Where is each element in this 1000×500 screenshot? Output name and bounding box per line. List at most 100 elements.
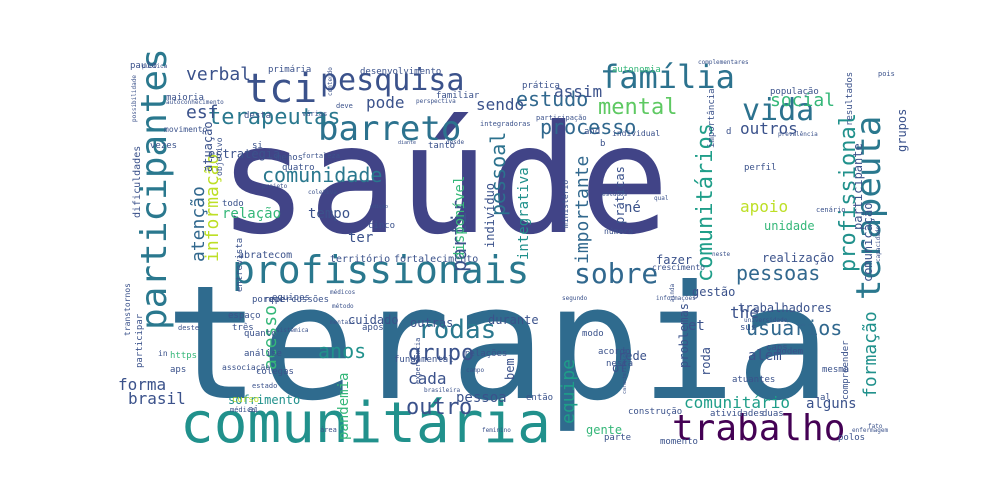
word-190: estudos [602, 191, 628, 198]
word-33: pessoal [486, 132, 510, 216]
word-107: acordo [598, 347, 631, 357]
word-160: brasileira [424, 387, 461, 394]
word-140: al [820, 393, 831, 403]
word-25: partir [447, 200, 471, 272]
word-10: família [600, 58, 735, 96]
word-100: porque [252, 295, 285, 305]
word-137: tanto [428, 141, 455, 151]
word-64: estratégia [208, 147, 280, 161]
word-86: população [770, 87, 819, 97]
word-191: conteúdo [327, 67, 334, 96]
word-141: sus [740, 323, 756, 333]
word-72: comunicação [861, 203, 875, 282]
word-166: perspectiva [416, 98, 456, 105]
word-178: desde [446, 139, 464, 146]
word-22: processo [540, 115, 636, 139]
word-32: importante [572, 156, 593, 264]
word-66: unidade [764, 219, 815, 233]
word-150: universidade [744, 317, 788, 324]
word-75: of [612, 361, 626, 375]
word-63: rede [618, 349, 647, 363]
word-146: in [158, 349, 168, 358]
word-5: participantes [134, 48, 175, 330]
word-54: the [730, 303, 759, 322]
word-172: and [584, 127, 600, 137]
word-57: alguns [806, 396, 857, 412]
word-116: análise [244, 349, 282, 359]
word-92: desta [244, 111, 271, 121]
word-113: compreender [841, 340, 851, 400]
word-6: terapeuta [849, 116, 889, 300]
word-153: enfermagem [852, 427, 889, 434]
word-168: deve [336, 102, 353, 110]
word-110: podem [776, 347, 803, 357]
word-59: cuidado [348, 313, 399, 327]
word-188: capacidade [875, 225, 882, 262]
word-39: sendo [476, 95, 524, 114]
word-87: prática [522, 81, 560, 91]
word-55: pessoa [456, 390, 507, 406]
word-8: pesquisa [320, 63, 465, 98]
word-71: fazer [656, 253, 692, 267]
word-73: grupos [895, 109, 909, 152]
word-136: individual [612, 129, 660, 138]
word-15: comunitários [693, 123, 718, 282]
word-49: integrativa [516, 167, 532, 260]
word-169: pois [878, 70, 895, 78]
word-50: disponível [452, 176, 468, 260]
word-177: diante [398, 140, 416, 146]
word-9: tci [245, 66, 317, 112]
word-98: cinco [368, 221, 395, 231]
word-102: espaço [228, 311, 261, 321]
word-77: bem [503, 358, 517, 380]
word-186: mentais [330, 319, 356, 326]
word-44: comunitário [684, 393, 790, 412]
word-61: durante [488, 313, 539, 327]
word-19: estudo [516, 87, 588, 111]
word-43: cada [408, 369, 447, 388]
word-80: território [330, 253, 390, 265]
word-28: acesso [260, 305, 281, 370]
word-97: todo [222, 199, 244, 209]
word-84: desenvolvimento [360, 67, 441, 77]
word-42: brasil [128, 389, 186, 408]
word-16: terapeutas [208, 105, 340, 130]
word-149: informações [656, 295, 696, 302]
word-182: médicos [330, 289, 356, 296]
word-1: saúde [218, 94, 670, 268]
word-38: pode [366, 93, 405, 112]
word-139: resultados [845, 72, 855, 126]
word-62: além [748, 348, 782, 364]
word-29: outro [406, 395, 472, 420]
word-159: sistêmica [276, 327, 309, 334]
word-17: comunidade [262, 163, 382, 187]
word-65: atuação [201, 121, 215, 172]
word-119: associação [222, 363, 270, 372]
word-161: experiência [414, 338, 422, 384]
word-115: colegas [256, 367, 294, 377]
word-88: familiar [436, 91, 480, 101]
word-120: https [170, 351, 197, 361]
word-103: três [232, 322, 254, 333]
word-105: relações [464, 349, 507, 359]
word-148: segundo [562, 295, 588, 302]
word-106: modo [582, 329, 604, 339]
word-104: após [362, 322, 384, 333]
word-131: polos [838, 433, 865, 443]
word-118: participar [135, 313, 145, 368]
word-35: informação [202, 154, 223, 262]
word-158: prevalência [778, 131, 818, 138]
word-2: terapia [165, 252, 831, 436]
word-135: objetivo [215, 137, 224, 176]
word-152: feminino [482, 427, 511, 434]
word-170: pública [142, 63, 168, 70]
word-144: ministério [560, 180, 570, 228]
word-69: trabalhadores [738, 301, 832, 315]
word-124: então [526, 393, 553, 403]
word-156: participação [536, 114, 587, 122]
word-52: práticas [613, 166, 627, 224]
word-126: atividades [710, 409, 764, 419]
word-176: ainda [669, 284, 676, 302]
